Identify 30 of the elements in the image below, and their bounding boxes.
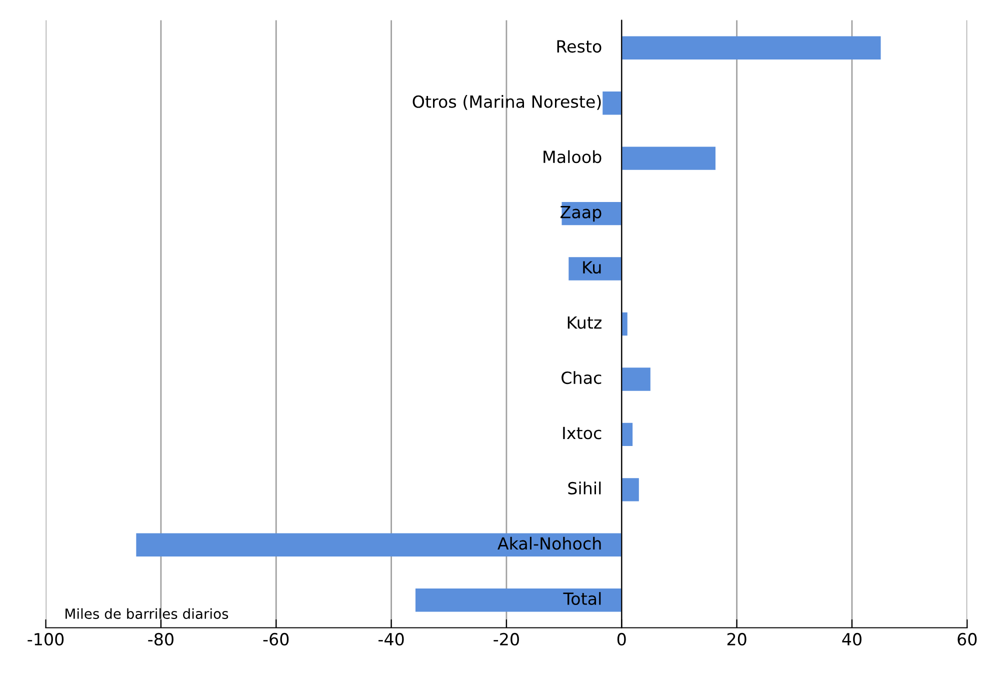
bar [622,146,716,170]
x-tick-label: 60 [958,632,977,646]
x-tick-label: -60 [263,632,289,646]
y-tick-label: Ku [583,261,601,274]
y-tick-label: Total [563,592,601,605]
bar [136,533,622,557]
y-tick-label: Kutz [568,316,602,329]
bar [602,91,622,115]
bar [622,422,633,446]
y-tick-label: Sihil [568,482,601,495]
bar [622,368,650,391]
y-tick-label: Maloob [544,150,602,164]
y-tick-label: Ixtoc [563,426,602,440]
bar [415,588,622,612]
bar [622,312,628,336]
bar [622,36,881,60]
y-tick-label: Chac [562,371,602,384]
y-tick-label: Otros (Marina Noreste) [412,95,601,110]
y-tick-label: Akal-Nohoch [498,536,601,550]
annotation: Miles de barriles diarios [66,608,228,619]
x-tick-label: -20 [494,632,519,646]
bar [568,257,622,280]
x-tick-label: 20 [727,632,746,646]
x-tick-label: -100 [28,632,64,646]
x-tick-label: 0 [617,632,626,646]
bar [622,478,639,502]
y-tick-label: Resto [557,40,602,53]
x-tick-label: -80 [148,632,174,646]
x-tick-label: 40 [842,632,862,646]
x-tick-label: -40 [378,632,404,646]
